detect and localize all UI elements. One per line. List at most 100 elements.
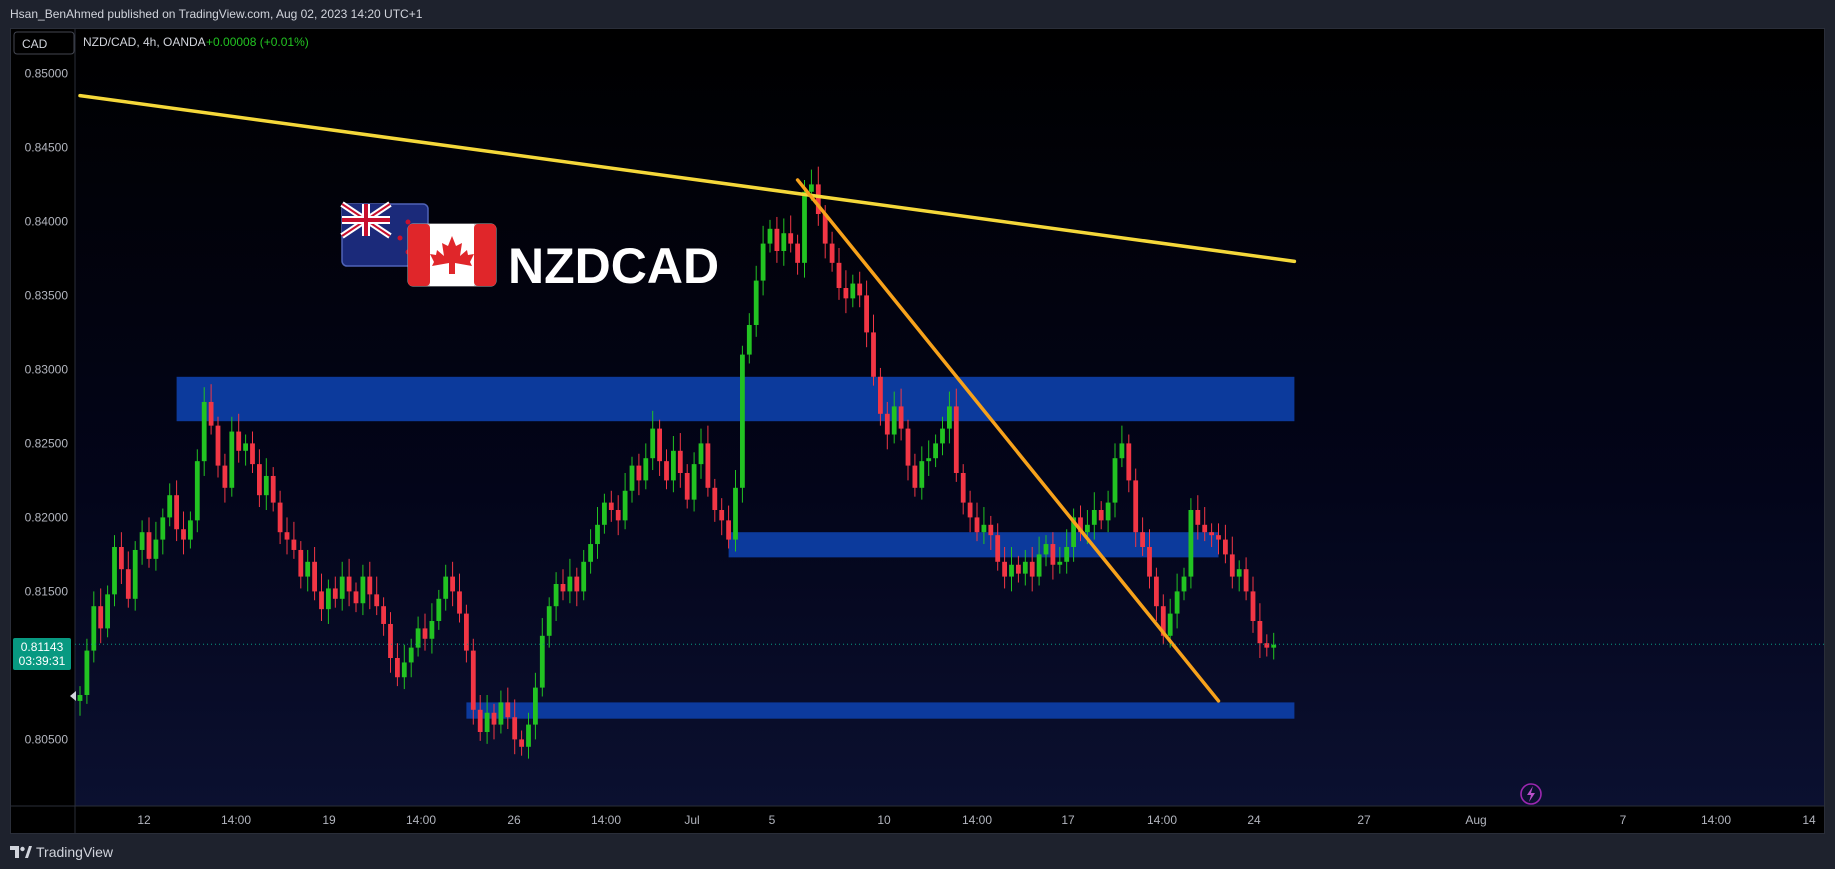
candle xyxy=(1216,523,1221,555)
candle xyxy=(208,384,214,435)
price-tick-label: 0.83000 xyxy=(25,362,69,376)
support-resistance-zone[interactable] xyxy=(728,532,1219,558)
support-resistance-zone[interactable] xyxy=(176,376,1295,422)
candle xyxy=(332,576,338,608)
candle xyxy=(1195,495,1201,540)
candle xyxy=(1140,517,1145,556)
price-badge xyxy=(13,638,71,670)
candle xyxy=(1188,498,1194,589)
support-resistance-zone[interactable] xyxy=(466,702,1295,719)
price-tick-label: 0.82000 xyxy=(25,510,69,524)
candle xyxy=(850,274,856,308)
candle xyxy=(374,576,380,616)
candle xyxy=(1181,567,1187,601)
candle xyxy=(781,218,787,266)
candle xyxy=(229,416,235,497)
candle xyxy=(98,588,104,644)
candle xyxy=(795,234,800,275)
time-tick-label: 27 xyxy=(1357,813,1371,827)
candle xyxy=(360,564,366,616)
trendline-short[interactable] xyxy=(795,178,1221,703)
candle xyxy=(905,419,911,481)
candle xyxy=(346,558,352,607)
candle xyxy=(1043,535,1049,567)
candle xyxy=(498,690,504,734)
candle xyxy=(719,498,725,536)
candle xyxy=(947,391,952,444)
symbol-button-box[interactable] xyxy=(13,31,75,55)
time-tick-label: 14:00 xyxy=(1147,813,1177,827)
candle xyxy=(1064,529,1070,574)
candle xyxy=(664,449,669,490)
time-tick-label: Aug xyxy=(1465,813,1486,827)
trendline-long[interactable] xyxy=(78,93,1297,264)
candle xyxy=(526,712,531,759)
price-tick-label: 0.81500 xyxy=(25,584,69,598)
candle xyxy=(91,591,97,663)
candle xyxy=(760,225,766,296)
candle xyxy=(270,467,276,512)
candle xyxy=(1105,490,1111,533)
time-tick-label: 24 xyxy=(1247,813,1261,827)
candle xyxy=(408,638,414,678)
candle xyxy=(1029,547,1035,592)
candle xyxy=(891,391,897,444)
candle xyxy=(1133,468,1139,547)
candle xyxy=(643,443,649,490)
price-tick-label: 0.85000 xyxy=(25,66,69,80)
candle xyxy=(788,215,794,253)
candle xyxy=(1236,560,1242,592)
time-tick-label: 17 xyxy=(1061,813,1075,827)
symbol-button[interactable]: CAD xyxy=(22,37,48,51)
candle xyxy=(698,428,704,479)
candle xyxy=(381,597,386,636)
candle xyxy=(105,585,110,638)
candle xyxy=(339,561,345,611)
candle xyxy=(1078,505,1083,542)
candle xyxy=(1154,567,1159,621)
price-tick-label: 0.80500 xyxy=(25,732,69,746)
candle xyxy=(919,446,925,500)
price-tick-label: 0.82500 xyxy=(25,436,69,450)
candle xyxy=(1126,434,1132,493)
candle xyxy=(312,547,317,601)
candle xyxy=(671,436,676,493)
time-tick-label: 10 xyxy=(877,813,891,827)
candle xyxy=(174,480,179,542)
candle xyxy=(608,490,614,522)
time-tick-label: 5 xyxy=(769,813,776,827)
trendlines-layer[interactable] xyxy=(78,93,1297,703)
overlay-title: NZDCAD xyxy=(508,238,719,294)
candle xyxy=(746,313,752,364)
candle xyxy=(77,686,83,716)
candle xyxy=(125,551,131,608)
candle xyxy=(1022,549,1028,586)
publisher-line: Hsan_BenAhmed published on TradingView.c… xyxy=(10,7,423,21)
candle xyxy=(353,582,359,613)
candle xyxy=(1202,507,1208,542)
lightning-icon[interactable] xyxy=(1520,783,1542,805)
candle xyxy=(1223,524,1228,564)
candle xyxy=(257,449,262,508)
price-axis-background xyxy=(11,29,75,806)
tradingview-logo[interactable]: TradingView xyxy=(10,844,113,860)
candle xyxy=(1160,594,1166,645)
candle xyxy=(878,367,883,426)
candle xyxy=(1174,573,1180,629)
candle xyxy=(429,603,435,654)
price-tick-label: 0.84500 xyxy=(25,140,69,154)
candle xyxy=(1112,443,1118,518)
candle xyxy=(733,470,738,552)
candle xyxy=(967,490,973,533)
candle xyxy=(84,638,90,704)
time-tick-label: 14 xyxy=(1802,813,1816,827)
candle xyxy=(677,433,683,488)
candle xyxy=(201,387,207,476)
candle xyxy=(139,520,145,565)
candle xyxy=(995,523,1001,571)
price-tick-label: 0.83500 xyxy=(25,288,69,302)
candle xyxy=(684,464,690,509)
candle xyxy=(726,505,731,549)
zones-layer xyxy=(176,376,1295,719)
